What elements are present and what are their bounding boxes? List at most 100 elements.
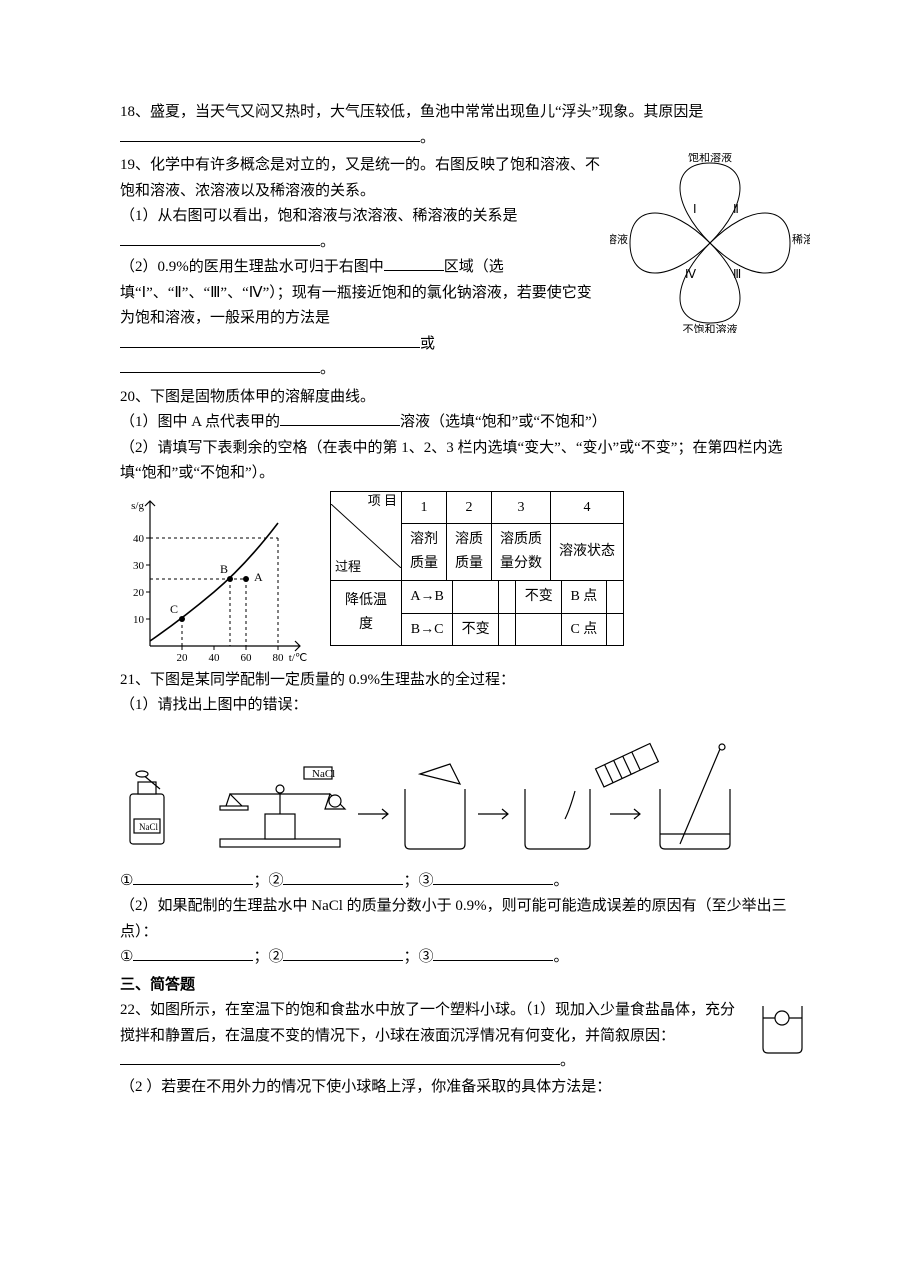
r2c3: 不变 — [516, 581, 562, 613]
rsn-blank-3[interactable] — [433, 945, 553, 961]
q18-blank[interactable] — [120, 126, 420, 142]
q19-diagram: Ⅰ Ⅱ Ⅲ Ⅳ 饱和溶液 浓溶液 稀溶液 不饱和溶液 — [610, 153, 810, 333]
err-1c: ；③ — [403, 873, 433, 889]
svg-text:稀溶液: 稀溶液 — [792, 232, 810, 246]
svg-text:30: 30 — [133, 560, 145, 572]
q19-p1-a: （1）从右图可以看出，饱和溶液与浓溶液、稀溶液的关系是 — [120, 208, 518, 224]
svg-text:浓溶液: 浓溶液 — [610, 232, 628, 246]
r3c3[interactable] — [516, 613, 562, 645]
venn-icon: Ⅰ Ⅱ Ⅲ Ⅳ 饱和溶液 浓溶液 稀溶液 不饱和溶液 — [610, 153, 810, 333]
r3c2[interactable] — [499, 613, 516, 645]
q21-errors-line: ① ；② ；③ 。 — [120, 869, 810, 895]
r1c4: 溶液状态 — [551, 524, 624, 581]
q22-blank1[interactable] — [120, 1049, 560, 1065]
solubility-chart-icon: 20 40 60 80 t/℃ 10 20 30 40 s/g A B C — [120, 491, 310, 666]
q20: 20、下图是固物质体甲的溶解度曲线。 （1）图中 A 点代表甲的 溶液（选填“饱和… — [120, 385, 810, 666]
rsn-blank-2[interactable] — [283, 945, 403, 961]
svg-text:C: C — [170, 602, 178, 616]
svg-text:10: 10 — [133, 614, 145, 626]
q20-p2: （2）请填写下表剩余的空格（在表中的第 1、2、3 栏内选填“变大”、“变小”或… — [120, 436, 810, 487]
rsn-1b: ；② — [253, 949, 283, 965]
apparatus-diagram-icon: NaCl NaCl — [120, 719, 800, 869]
q19-p1-blank[interactable] — [120, 230, 320, 246]
r2c4l: B 点 — [562, 581, 607, 613]
svg-text:20: 20 — [177, 652, 189, 664]
q18-tail: 。 — [420, 130, 435, 146]
q19-p2-d: 。 — [320, 361, 335, 377]
q20-p1-a: （1）图中 A 点代表甲的 — [120, 414, 280, 430]
svg-text:20: 20 — [133, 587, 145, 599]
err-1a: ① — [120, 873, 133, 889]
svg-text:80: 80 — [273, 652, 285, 664]
r2c4r[interactable] — [606, 581, 623, 613]
err-1b: ；② — [253, 873, 283, 889]
q19-p2-blank3[interactable] — [120, 357, 320, 373]
svg-text:Ⅲ: Ⅲ — [733, 267, 741, 281]
svg-text:Ⅱ: Ⅱ — [733, 202, 739, 216]
q20-p1-b: 溶液（选填“饱和”或“不饱和”） — [400, 414, 607, 430]
q21-text: 下图是某同学配制一定质量的 0.9%生理盐水的全过程： — [150, 672, 515, 688]
q20-num: 20、 — [120, 389, 150, 405]
svg-text:饱和溶液: 饱和溶液 — [688, 153, 732, 164]
svg-text:s/g: s/g — [131, 500, 144, 512]
q22-beaker-icon — [755, 998, 810, 1058]
rsn-1c: ；③ — [403, 949, 433, 965]
r3-label: B→C — [402, 613, 453, 645]
svg-text:t/℃: t/℃ — [289, 652, 307, 664]
r2-label: A→B — [402, 581, 453, 613]
q20-text: 下图是固物质体甲的溶解度曲线。 — [150, 389, 375, 405]
err-blank-3[interactable] — [433, 869, 553, 885]
col-3: 3 — [492, 491, 551, 524]
q22: 22、如图所示，在室温下的饱和食盐水中放了一个塑料小球。（1）现加入少量食盐晶体… — [120, 998, 810, 1100]
q22-tail: 。 — [560, 1053, 575, 1069]
svg-text:不饱和溶液: 不饱和溶液 — [683, 322, 738, 333]
q20-p1: （1）图中 A 点代表甲的 溶液（选填“饱和”或“不饱和”） — [120, 410, 810, 436]
diag-bot: 过程 — [335, 556, 361, 578]
r1c3: 溶质质 量分数 — [492, 524, 551, 581]
q22-p2: （2 ）若要在不用外力的情况下使小球略上浮，你准备采取的具体方法是： — [120, 1075, 810, 1101]
r2c2[interactable] — [499, 581, 516, 613]
col-2: 2 — [447, 491, 492, 524]
r1c2: 溶质 质量 — [447, 524, 492, 581]
section-3-heading: 三、简答题 — [120, 973, 810, 999]
svg-text:Ⅰ: Ⅰ — [693, 202, 697, 216]
q21-p1: （1）请找出上图中的错误： — [120, 693, 810, 719]
col-1: 1 — [402, 491, 447, 524]
err-1d: 。 — [553, 873, 568, 889]
svg-text:40: 40 — [209, 652, 221, 664]
q21-reasons-line: ① ；② ；③ 。 — [120, 945, 810, 971]
r3c1: 不变 — [453, 613, 499, 645]
q19-p2-a: （2）0.9%的医用生理盐水可归于右图中 — [120, 259, 384, 275]
q19-p2-blank2[interactable] — [120, 332, 420, 348]
q19-p2-c: 或 — [420, 336, 435, 352]
svg-text:B: B — [220, 562, 228, 576]
r3c4l: C 点 — [562, 613, 607, 645]
q19-text: 化学中有许多概念是对立的，又是统一的。右图反映了饱和溶液、不饱和溶液、浓溶液以及… — [120, 157, 600, 199]
q18-num: 18、 — [120, 104, 150, 120]
q19-num: 19、 — [120, 157, 150, 173]
svg-text:40: 40 — [133, 533, 145, 545]
q20-p1-blank[interactable] — [280, 410, 400, 426]
q22-text: 如图所示，在室温下的饱和食盐水中放了一个塑料小球。（1）现加入少量食盐晶体，充分… — [120, 1002, 735, 1044]
svg-text:60: 60 — [241, 652, 253, 664]
r1c1: 溶剂 质量 — [402, 524, 447, 581]
err-blank-2[interactable] — [283, 869, 403, 885]
svg-text:A: A — [254, 570, 263, 584]
q22-num: 22、 — [120, 1002, 150, 1018]
q19-p1-b: 。 — [320, 234, 335, 250]
q18-text: 盛夏，当天气又闷又热时，大气压较低，鱼池中常常出现鱼儿“浮头”现象。其原因是 — [150, 104, 703, 120]
rsn-1d: 。 — [553, 949, 568, 965]
r3c4r[interactable] — [606, 613, 623, 645]
q21: 21、下图是某同学配制一定质量的 0.9%生理盐水的全过程： （1）请找出上图中… — [120, 668, 810, 971]
q19-p2-blank1[interactable] — [384, 255, 444, 271]
r2c1[interactable] — [453, 581, 499, 613]
q18: 18、盛夏，当天气又闷又热时，大气压较低，鱼池中常常出现鱼儿“浮头”现象。其原因… — [120, 100, 810, 151]
svg-text:Ⅳ: Ⅳ — [685, 267, 696, 281]
rsn-1a: ① — [120, 949, 133, 965]
rsn-blank-1[interactable] — [133, 945, 253, 961]
diag-top: 项 目 — [368, 494, 397, 508]
q19: Ⅰ Ⅱ Ⅲ Ⅳ 饱和溶液 浓溶液 稀溶液 不饱和溶液 19、化学中有许多概念是对… — [120, 153, 810, 383]
q20-row: 20 40 60 80 t/℃ 10 20 30 40 s/g A B C — [120, 491, 810, 666]
err-blank-1[interactable] — [133, 869, 253, 885]
q21-p2: （2）如果配制的生理盐水中 NaCl 的质量分数小于 0.9%，则可能可能造成误… — [120, 894, 810, 945]
